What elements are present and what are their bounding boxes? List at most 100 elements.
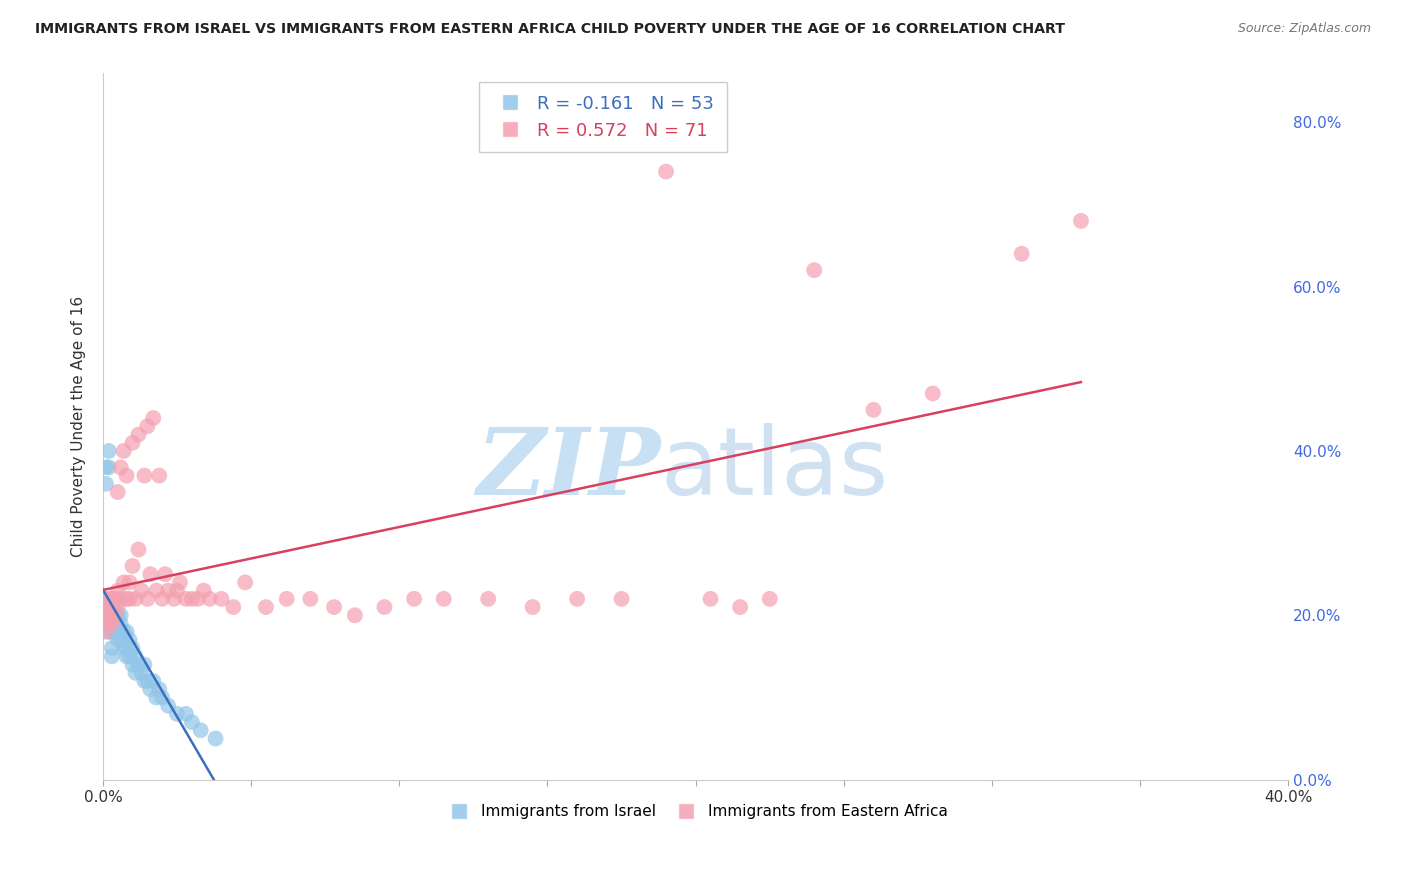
Point	[104, 600, 127, 615]
Point	[373, 600, 395, 615]
Point	[121, 559, 143, 574]
Point	[101, 649, 124, 664]
Point	[127, 657, 149, 672]
Point	[110, 616, 132, 631]
Point	[233, 575, 256, 590]
Point	[134, 673, 156, 688]
Point	[142, 411, 165, 425]
Point	[118, 649, 141, 664]
Point	[139, 567, 162, 582]
Point	[101, 641, 124, 656]
Text: IMMIGRANTS FROM ISRAEL VS IMMIGRANTS FROM EASTERN AFRICA CHILD POVERTY UNDER THE: IMMIGRANTS FROM ISRAEL VS IMMIGRANTS FRO…	[35, 22, 1066, 37]
Point	[204, 731, 226, 746]
Point	[343, 608, 366, 623]
Point	[107, 608, 129, 623]
Point	[157, 583, 180, 598]
Point	[163, 591, 186, 606]
Point	[166, 706, 188, 721]
Point	[97, 444, 120, 458]
Point	[94, 591, 117, 606]
Point	[101, 600, 124, 615]
Point	[93, 608, 115, 623]
Point	[211, 591, 233, 606]
Point	[1070, 214, 1092, 228]
Point	[190, 723, 212, 738]
Point	[115, 649, 138, 664]
Point	[96, 600, 118, 615]
Point	[139, 682, 162, 697]
Point	[124, 591, 146, 606]
Point	[1011, 246, 1033, 260]
Point	[433, 591, 456, 606]
Point	[104, 591, 127, 606]
Point	[153, 567, 176, 582]
Point	[150, 690, 173, 705]
Point	[97, 616, 120, 631]
Point	[127, 542, 149, 557]
Point	[134, 468, 156, 483]
Point	[121, 641, 143, 656]
Point	[104, 608, 127, 623]
Point	[166, 583, 188, 598]
Point	[145, 690, 167, 705]
Point	[728, 600, 751, 615]
Point	[97, 460, 120, 475]
Point	[655, 164, 678, 178]
Point	[323, 600, 346, 615]
Point	[174, 591, 197, 606]
Point	[124, 649, 146, 664]
Point	[112, 641, 135, 656]
Point	[142, 673, 165, 688]
Point	[101, 624, 124, 639]
Point	[112, 624, 135, 639]
Point	[110, 591, 132, 606]
Point	[299, 591, 322, 606]
Point	[107, 624, 129, 639]
Point	[131, 583, 153, 598]
Point	[107, 600, 129, 615]
Legend: Immigrants from Israel, Immigrants from Eastern Africa: Immigrants from Israel, Immigrants from …	[437, 797, 953, 825]
Point	[862, 402, 884, 417]
Point	[94, 476, 117, 491]
Point	[118, 591, 141, 606]
Text: Source: ZipAtlas.com: Source: ZipAtlas.com	[1237, 22, 1371, 36]
Point	[107, 583, 129, 598]
Point	[104, 591, 127, 606]
Point	[187, 591, 209, 606]
Point	[101, 616, 124, 631]
Point	[104, 608, 127, 623]
Point	[758, 591, 780, 606]
Text: ZIP: ZIP	[475, 424, 659, 514]
Point	[150, 591, 173, 606]
Point	[115, 468, 138, 483]
Point	[112, 575, 135, 590]
Point	[110, 632, 132, 647]
Point	[180, 591, 202, 606]
Point	[97, 591, 120, 606]
Point	[94, 608, 117, 623]
Point	[148, 682, 170, 697]
Point	[94, 460, 117, 475]
Point	[112, 444, 135, 458]
Point	[115, 591, 138, 606]
Point	[148, 468, 170, 483]
Point	[127, 427, 149, 442]
Point	[107, 616, 129, 631]
Point	[136, 419, 159, 434]
Point	[174, 706, 197, 721]
Point	[198, 591, 221, 606]
Point	[404, 591, 426, 606]
Point	[565, 591, 588, 606]
Point	[134, 657, 156, 672]
Point	[96, 608, 118, 623]
Point	[107, 485, 129, 500]
Point	[477, 591, 499, 606]
Point	[136, 591, 159, 606]
Point	[276, 591, 298, 606]
Point	[921, 386, 943, 401]
Point	[699, 591, 721, 606]
Point	[93, 616, 115, 631]
Point	[193, 583, 215, 598]
Point	[157, 698, 180, 713]
Point	[104, 624, 127, 639]
